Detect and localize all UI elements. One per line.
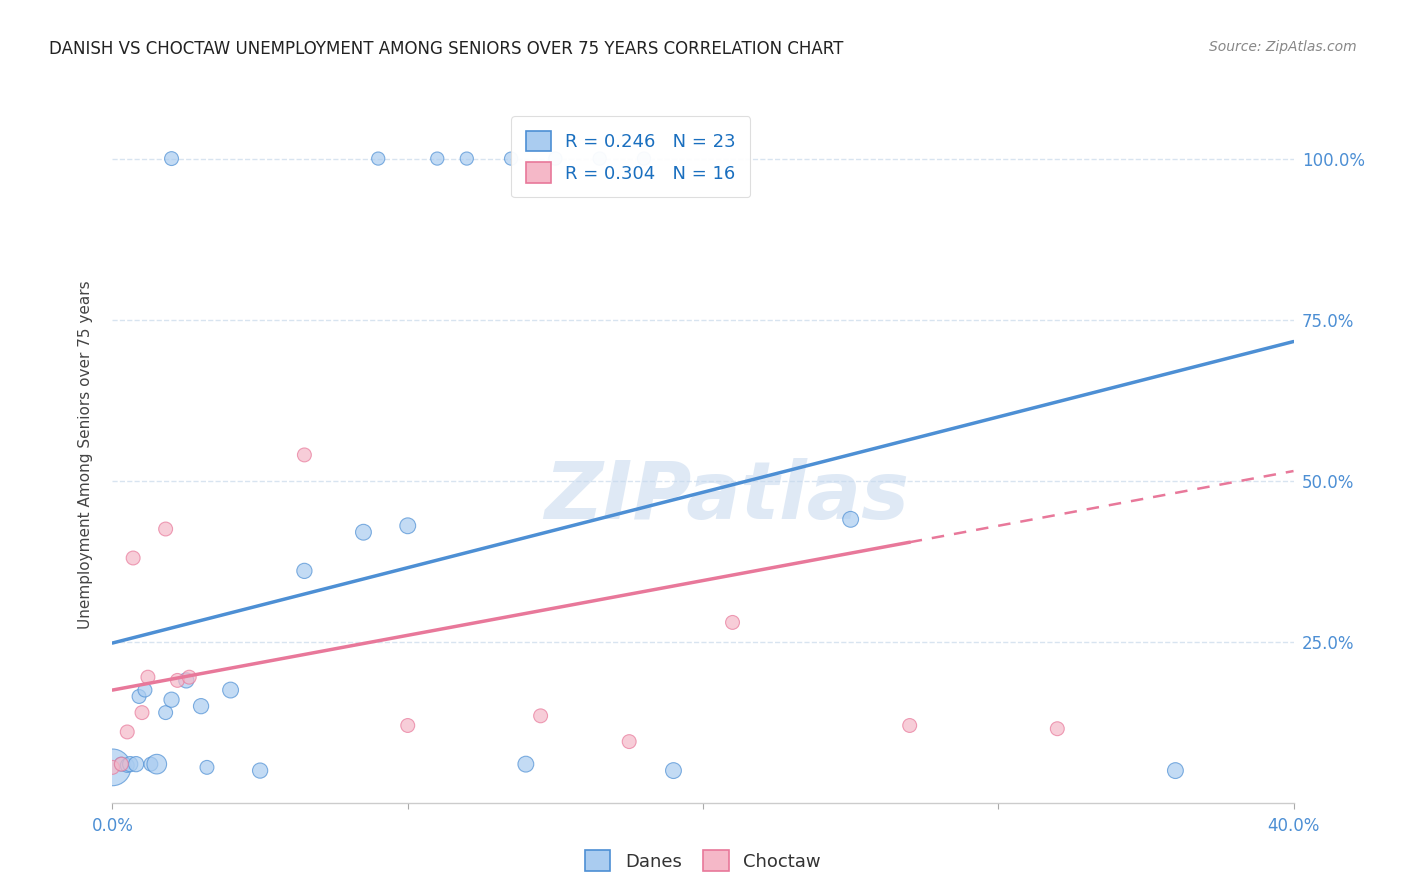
Point (160, 152, 183, 166)
Point (166, 673, 188, 688)
Point (1046, 722, 1069, 736)
Point (101, 760, 124, 774)
Point (898, 718, 921, 732)
Point (839, 512, 862, 526)
Point (155, 706, 177, 720)
Point (456, 152, 478, 166)
Point (619, 734, 641, 748)
Point (155, 522, 177, 536)
Point (101, 760, 124, 774)
Point (501, 152, 523, 166)
Point (174, 673, 197, 688)
Point (117, 758, 138, 772)
Point (426, 152, 449, 166)
Point (160, 692, 183, 706)
Point (249, 764, 271, 778)
Point (292, 564, 315, 578)
Point (110, 757, 132, 772)
Point (219, 683, 242, 698)
Text: ZIPatlas: ZIPatlas (544, 458, 910, 536)
Point (139, 757, 162, 772)
Point (352, 525, 374, 540)
Point (367, 152, 389, 166)
Point (662, 764, 685, 778)
Point (117, 725, 138, 739)
Point (292, 448, 315, 462)
Legend: R = 0.246   N = 23, R = 0.304   N = 16: R = 0.246 N = 23, R = 0.304 N = 16 (512, 116, 751, 197)
Point (721, 615, 744, 630)
Point (529, 708, 551, 723)
Point (136, 670, 159, 684)
Point (190, 699, 212, 714)
Point (396, 718, 419, 732)
Y-axis label: Unemployment Among Seniors over 75 years: Unemployment Among Seniors over 75 years (79, 281, 93, 629)
Point (131, 706, 153, 720)
Point (134, 683, 156, 698)
Point (125, 757, 148, 772)
Point (515, 757, 537, 772)
Point (396, 518, 419, 533)
Point (544, 152, 567, 166)
Point (120, 757, 142, 772)
Point (122, 551, 145, 566)
Point (1164, 764, 1187, 778)
Point (146, 757, 169, 772)
Text: DANISH VS CHOCTAW UNEMPLOYMENT AMONG SENIORS OVER 75 YEARS CORRELATION CHART: DANISH VS CHOCTAW UNEMPLOYMENT AMONG SEN… (49, 40, 844, 58)
Point (128, 690, 150, 704)
Point (195, 760, 218, 774)
Point (633, 152, 655, 166)
Point (588, 152, 610, 166)
Legend: Danes, Choctaw: Danes, Choctaw (578, 843, 828, 879)
Text: Source: ZipAtlas.com: Source: ZipAtlas.com (1209, 40, 1357, 54)
Point (110, 757, 132, 772)
Point (179, 670, 201, 684)
